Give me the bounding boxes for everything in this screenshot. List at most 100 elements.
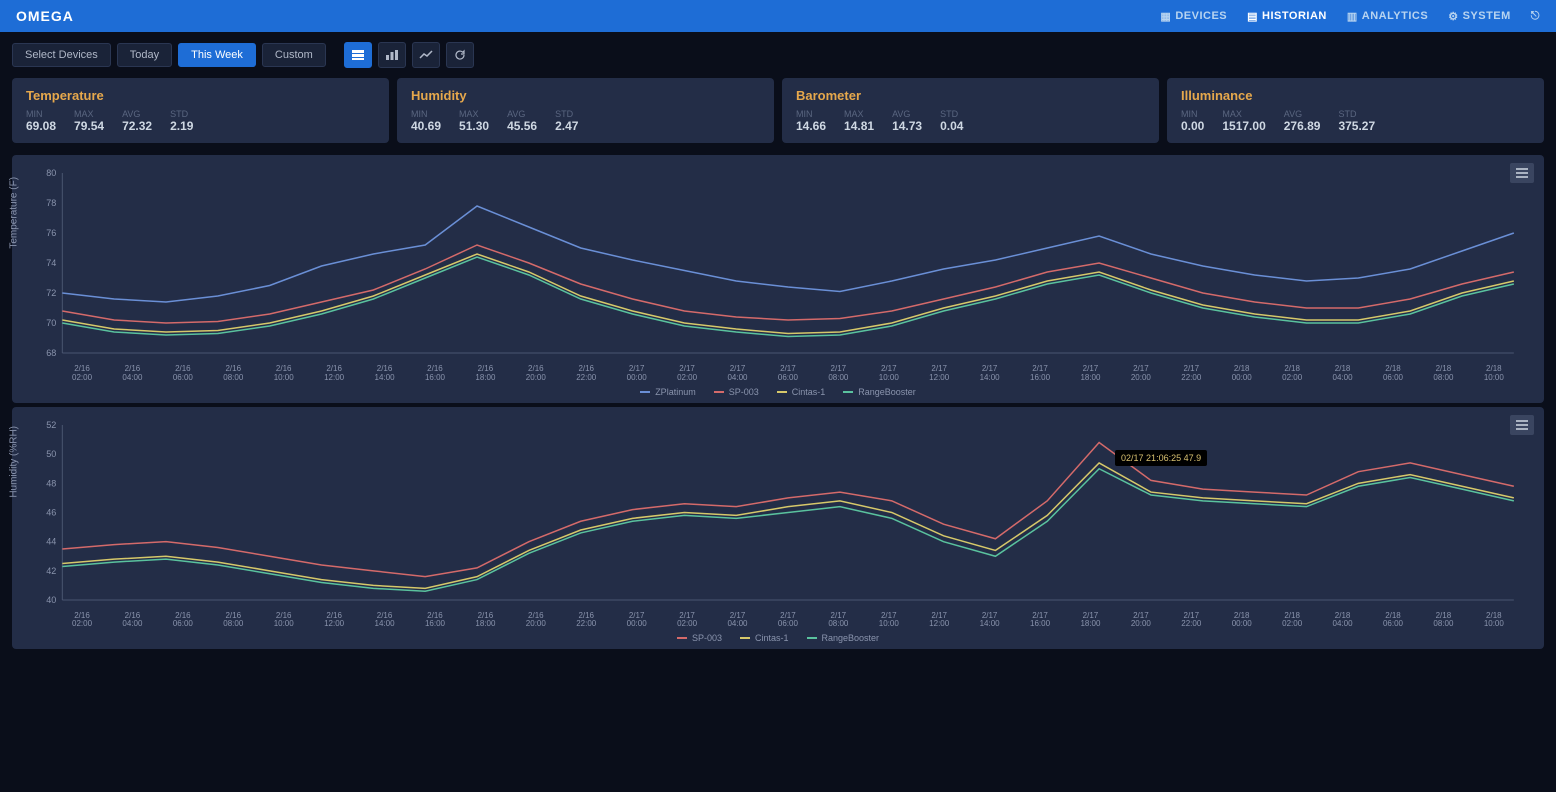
x-tick: 2/1722:00 <box>1181 612 1201 630</box>
chart-card-humidity: Humidity (%RH) 40424446485052 2/1602:002… <box>12 407 1544 650</box>
svg-text:42: 42 <box>46 565 56 575</box>
refresh-button[interactable] <box>446 42 474 68</box>
chart-tooltip: 02/17 21:06:25 47.9 <box>1115 450 1207 466</box>
select-devices-button[interactable]: Select Devices <box>12 43 111 67</box>
nav-historian[interactable]: ▤ HISTORIAN <box>1247 10 1327 23</box>
tab-today[interactable]: Today <box>117 43 172 67</box>
x-tick: 2/1802:00 <box>1282 612 1302 630</box>
svg-text:74: 74 <box>46 258 56 268</box>
stat-title: Illuminance <box>1181 88 1530 103</box>
svg-text:48: 48 <box>46 478 56 488</box>
chart-legend: SP-003 Cintas-1 RangeBooster <box>22 629 1534 645</box>
legend-item[interactable]: SP-003 <box>677 633 722 643</box>
x-tick: 2/1602:00 <box>72 365 92 383</box>
nav-system[interactable]: ⚙ SYSTEM <box>1448 10 1511 23</box>
nav-analytics[interactable]: ▥ ANALYTICS <box>1347 10 1428 23</box>
stat-card-illuminance: Illuminance MIN0.00 MAX1517.00 AVG276.89… <box>1167 78 1544 143</box>
x-tick: 2/1714:00 <box>980 365 1000 383</box>
y-axis-label: Humidity (%RH) <box>9 426 20 498</box>
x-tick: 2/1612:00 <box>324 365 344 383</box>
svg-text:44: 44 <box>46 536 56 546</box>
x-tick: 2/1800:00 <box>1232 365 1252 383</box>
svg-text:72: 72 <box>46 288 56 298</box>
x-tick: 2/1606:00 <box>173 612 193 630</box>
temperature-chart[interactable]: 68707274767880 <box>22 163 1534 363</box>
tab-custom[interactable]: Custom <box>262 43 326 67</box>
x-tick: 2/1720:00 <box>1131 365 1151 383</box>
top-bar: OMEGA ▦ DEVICES ▤ HISTORIAN ▥ ANALYTICS … <box>0 0 1556 32</box>
x-tick: 2/1710:00 <box>879 612 899 630</box>
x-axis-ticks: 2/1602:00 2/1604:00 2/1606:00 2/1608:00 2/16… <box>22 610 1534 630</box>
chart-legend: ZPlatinum SP-003 Cintas-1 RangeBooster <box>22 383 1534 399</box>
x-tick: 2/1614:00 <box>375 365 395 383</box>
stat-card-temperature: Temperature MIN69.08 MAX79.54 AVG72.32 S… <box>12 78 389 143</box>
svg-text:52: 52 <box>46 420 56 430</box>
x-tick: 2/1718:00 <box>1080 612 1100 630</box>
x-tick: 2/1602:00 <box>72 612 92 630</box>
database-icon: ▤ <box>1247 10 1258 23</box>
menu-icon <box>1515 168 1529 178</box>
x-tick: 2/1720:00 <box>1131 612 1151 630</box>
chart-menu-button[interactable] <box>1510 163 1534 183</box>
x-tick: 2/1620:00 <box>526 365 546 383</box>
legend-item[interactable]: RangeBooster <box>807 633 880 643</box>
x-tick: 2/1808:00 <box>1433 612 1453 630</box>
svg-text:70: 70 <box>46 318 56 328</box>
brand-logo: OMEGA <box>16 8 74 24</box>
svg-text:50: 50 <box>46 449 56 459</box>
x-tick: 2/1618:00 <box>475 612 495 630</box>
stats-row: Temperature MIN69.08 MAX79.54 AVG72.32 S… <box>0 78 1556 151</box>
stat-title: Barometer <box>796 88 1145 103</box>
x-tick: 2/1804:00 <box>1333 612 1353 630</box>
x-tick: 2/1614:00 <box>375 612 395 630</box>
x-axis-ticks: 2/1602:002/1604:002/1606:002/1608:002/16… <box>22 363 1534 383</box>
x-tick: 2/1706:00 <box>778 612 798 630</box>
view-stacked-button[interactable] <box>344 42 372 68</box>
nav-logout[interactable]: ⎋ <box>1531 10 1540 23</box>
x-tick: 2/1800:00 <box>1232 612 1252 630</box>
tab-this-week[interactable]: This Week <box>178 43 256 67</box>
menu-icon <box>1515 420 1529 430</box>
controls-row: Select Devices Today This Week Custom <box>0 32 1556 78</box>
x-tick: 2/1712:00 <box>929 365 949 383</box>
x-tick: 2/1700:00 <box>627 365 647 383</box>
x-tick: 2/1710:00 <box>879 365 899 383</box>
x-tick: 2/1606:00 <box>173 365 193 383</box>
refresh-icon <box>454 49 466 61</box>
view-line-button[interactable] <box>412 42 440 68</box>
x-tick: 2/1806:00 <box>1383 612 1403 630</box>
x-tick: 2/1708:00 <box>828 612 848 630</box>
top-nav: ▦ DEVICES ▤ HISTORIAN ▥ ANALYTICS ⚙ SYST… <box>1160 10 1540 23</box>
x-tick: 2/1622:00 <box>576 612 596 630</box>
legend-item[interactable]: Cintas-1 <box>740 633 789 643</box>
x-tick: 2/1704:00 <box>727 365 747 383</box>
chart-menu-button[interactable] <box>1510 415 1534 435</box>
legend-item[interactable]: Cintas-1 <box>777 387 826 397</box>
svg-text:76: 76 <box>46 228 56 238</box>
x-tick: 2/1712:00 <box>929 612 949 630</box>
nav-devices[interactable]: ▦ DEVICES <box>1160 10 1227 23</box>
x-tick: 2/1616:00 <box>425 365 445 383</box>
x-tick: 2/1722:00 <box>1181 365 1201 383</box>
brand-text: OMEGA <box>16 8 74 24</box>
x-tick: 2/1716:00 <box>1030 365 1050 383</box>
legend-item[interactable]: RangeBooster <box>843 387 916 397</box>
legend-item[interactable]: SP-003 <box>714 387 759 397</box>
x-tick: 2/1608:00 <box>223 612 243 630</box>
svg-text:78: 78 <box>46 198 56 208</box>
humidity-chart[interactable]: 40 42 44 46 48 50 52 <box>22 415 1534 610</box>
legend-item[interactable]: ZPlatinum <box>640 387 696 397</box>
x-tick: 2/1622:00 <box>576 365 596 383</box>
x-tick: 2/1700:00 <box>627 612 647 630</box>
chart-card-temperature: Temperature (F) 68707274767880 2/1602:00… <box>12 155 1544 403</box>
x-tick: 2/1610:00 <box>274 365 294 383</box>
bar-icon <box>385 49 399 61</box>
svg-text:46: 46 <box>46 507 56 517</box>
view-bar-button[interactable] <box>378 42 406 68</box>
svg-text:40: 40 <box>46 595 56 605</box>
svg-text:68: 68 <box>46 348 56 358</box>
x-tick: 2/1604:00 <box>122 612 142 630</box>
x-tick: 2/1604:00 <box>122 365 142 383</box>
x-tick: 2/1612:00 <box>324 612 344 630</box>
x-tick: 2/1708:00 <box>828 365 848 383</box>
